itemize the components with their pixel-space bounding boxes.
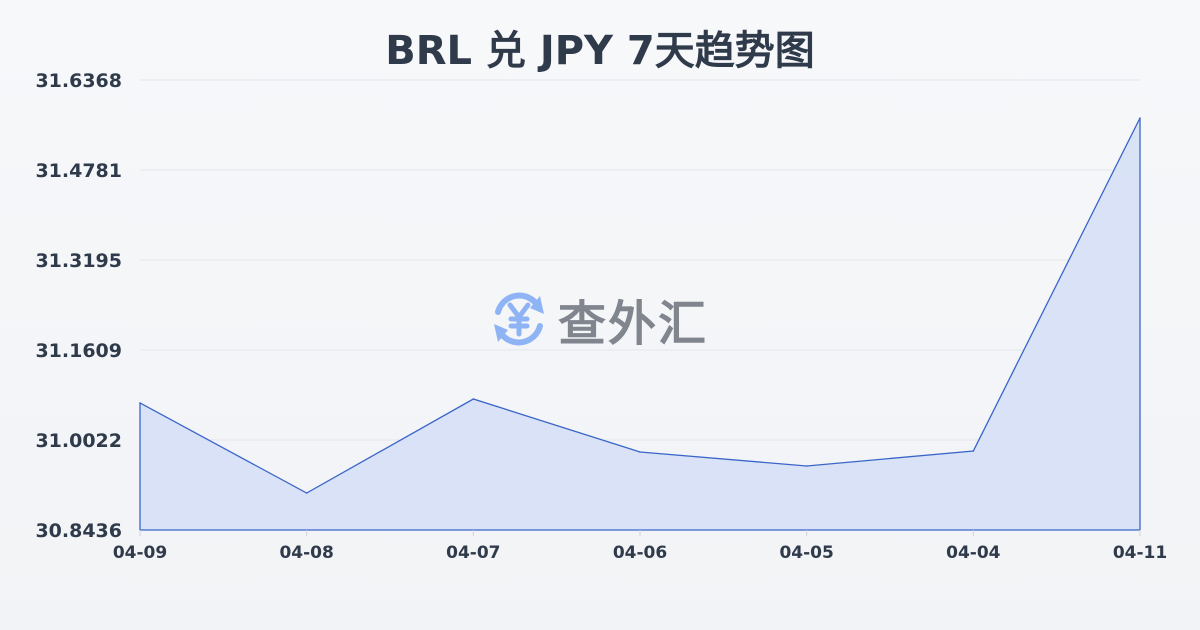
data-point (1139, 117, 1141, 119)
x-tick-label: 04-05 (779, 543, 833, 563)
x-tick-label: 04-04 (946, 543, 1001, 563)
y-tick-label: 31.3195 (35, 250, 122, 272)
area-fill (140, 118, 1140, 530)
data-point (639, 451, 641, 453)
x-tick-label: 04-08 (279, 543, 333, 563)
x-tick-label: 04-09 (113, 543, 167, 563)
data-point (305, 492, 308, 494)
chart-title: BRL 兑 JPY 7天趋势图 (385, 28, 815, 74)
data-point (805, 465, 808, 467)
y-tick-label: 30.8436 (35, 520, 122, 542)
data-point (472, 398, 475, 400)
y-tick-label: 31.0022 (35, 430, 122, 452)
y-tick-label: 31.4781 (35, 160, 122, 182)
x-tick-label: 04-06 (613, 543, 667, 563)
data-point (139, 402, 141, 404)
yen-exchange-icon (494, 292, 544, 346)
x-tick-label: 04-07 (446, 543, 500, 563)
y-tick-label: 31.6368 (35, 70, 122, 92)
data-point (972, 450, 975, 452)
y-tick-label: 31.1609 (35, 340, 122, 362)
watermark: 查外汇 (488, 284, 708, 354)
watermark-text: 查外汇 (558, 296, 709, 352)
x-tick-label: 04-11 (1113, 543, 1167, 563)
